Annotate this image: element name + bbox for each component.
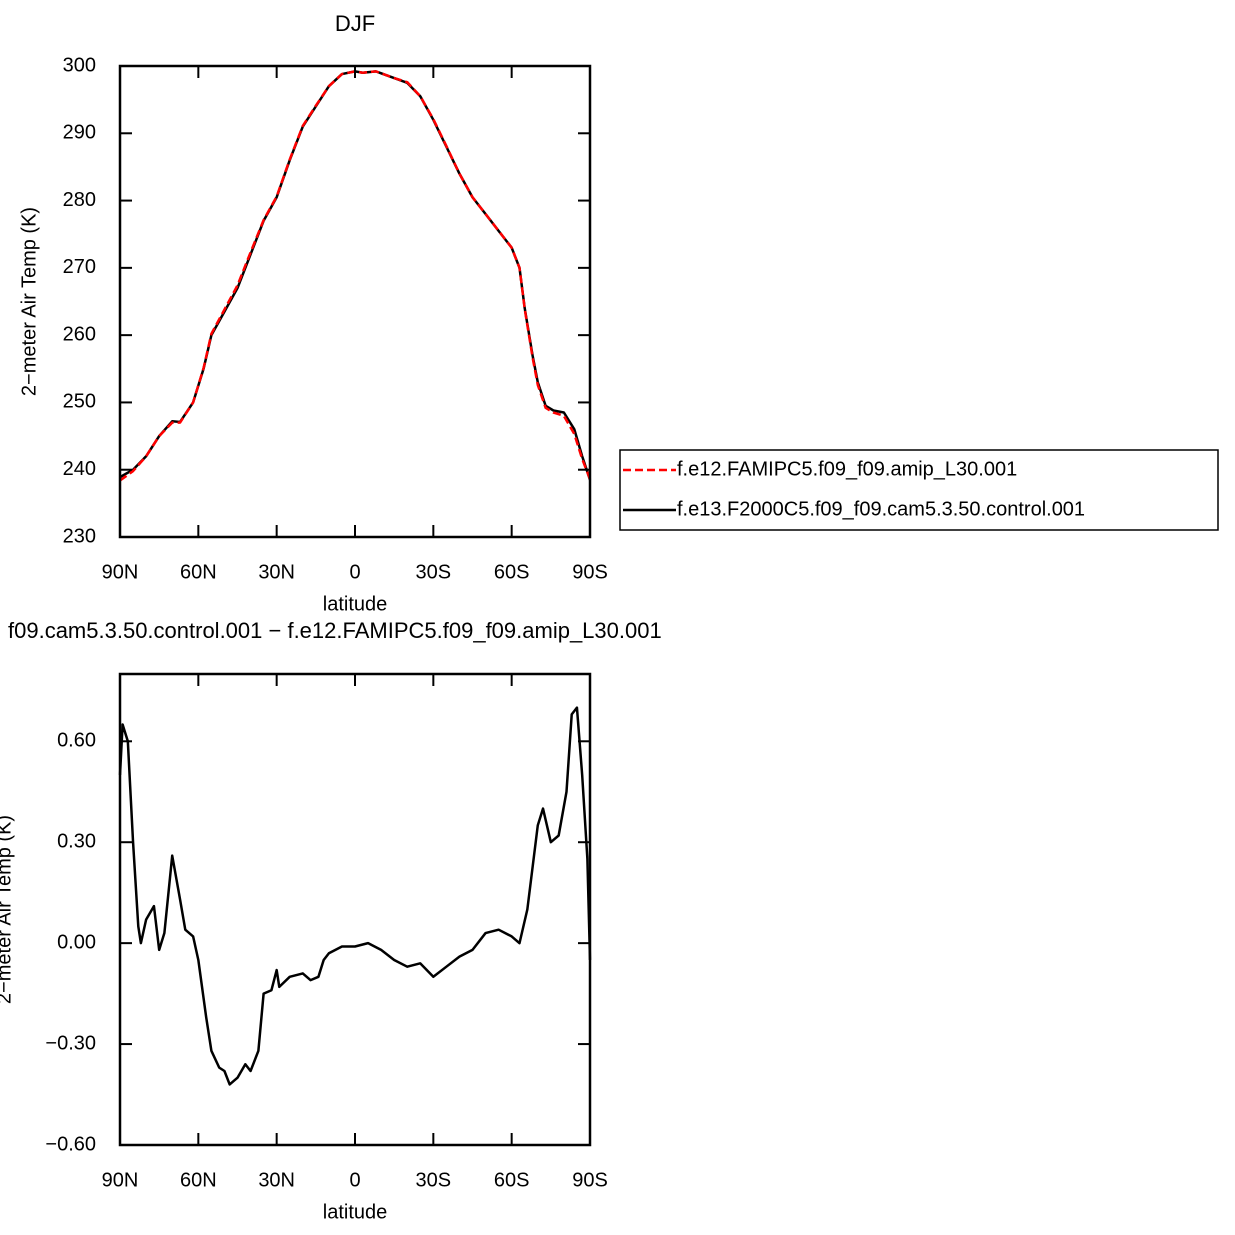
x-tick-label: 0: [349, 1169, 360, 1191]
y-tick-label: −0.60: [45, 1133, 96, 1155]
y-tick-label: 240: [63, 458, 96, 480]
x-tick-label: 90N: [102, 561, 139, 583]
y-tick-label: 250: [63, 391, 96, 413]
y-tick-label: 280: [63, 189, 96, 211]
x-tick-label: 60N: [180, 1169, 217, 1191]
x-tick-label: 60N: [180, 561, 217, 583]
x-tick-label: 90N: [102, 1169, 139, 1191]
y-tick-label: 300: [63, 54, 96, 76]
x-tick-label: 60S: [494, 561, 530, 583]
chart-title: f09.cam5.3.50.control.001 − f.e12.FAMIPC…: [8, 618, 662, 643]
x-tick-label: 90S: [572, 561, 608, 583]
y-axis-label: 2−meter Air Temp (K): [18, 207, 40, 396]
y-tick-label: 260: [63, 323, 96, 345]
y-tick-label: 290: [63, 122, 96, 144]
x-axis-label: latitude: [323, 1201, 388, 1223]
y-tick-label: 270: [63, 256, 96, 278]
y-tick-label: −0.30: [45, 1032, 96, 1054]
plot-frame: [118, 672, 592, 1147]
legend-label: f.e13.F2000C5.f09_f09.cam5.3.50.control.…: [677, 498, 1085, 520]
plot-frame: [118, 64, 592, 539]
x-tick-label: 30N: [258, 1169, 295, 1191]
legend-box: [619, 449, 1219, 531]
chart-title: DJF: [335, 11, 375, 36]
y-tick-label: 0.00: [57, 931, 96, 953]
y-axis-label: 2−meter Air Temp (K): [0, 815, 15, 1004]
x-tick-label: 90S: [572, 1169, 608, 1191]
y-tick-label: 230: [63, 525, 96, 547]
x-tick-label: 30S: [416, 1169, 452, 1191]
x-axis-label: latitude: [323, 593, 388, 615]
x-tick-label: 0: [349, 561, 360, 583]
series-line: [118, 706, 592, 1086]
series-line: [119, 70, 592, 482]
legend-label: f.e12.FAMIPC5.f09_f09.amip_L30.001: [677, 458, 1017, 480]
y-tick-label: 0.30: [57, 830, 96, 852]
x-tick-label: 30S: [416, 561, 452, 583]
x-tick-label: 30N: [258, 561, 295, 583]
y-tick-label: 0.60: [57, 730, 96, 752]
x-tick-label: 60S: [494, 1169, 530, 1191]
